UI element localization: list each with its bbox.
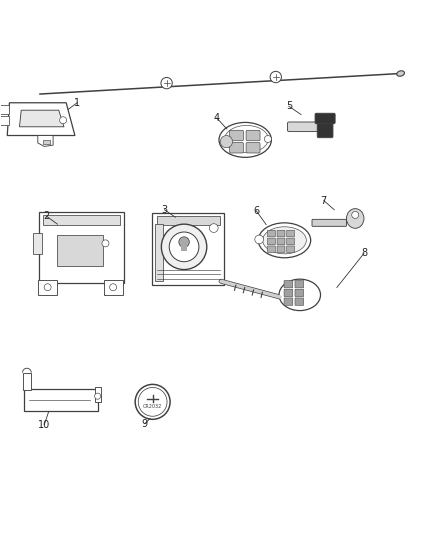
Circle shape — [179, 237, 189, 247]
FancyBboxPatch shape — [287, 230, 294, 237]
FancyBboxPatch shape — [38, 280, 57, 295]
Bar — [22, 373, 31, 390]
FancyBboxPatch shape — [317, 116, 333, 138]
FancyBboxPatch shape — [277, 238, 285, 245]
Polygon shape — [19, 110, 64, 127]
Circle shape — [169, 232, 199, 262]
FancyBboxPatch shape — [287, 238, 294, 245]
FancyBboxPatch shape — [277, 230, 285, 237]
FancyBboxPatch shape — [268, 230, 276, 237]
Ellipse shape — [397, 71, 404, 76]
Circle shape — [60, 117, 67, 124]
Ellipse shape — [225, 125, 268, 152]
Circle shape — [352, 212, 359, 219]
FancyBboxPatch shape — [24, 389, 98, 411]
FancyBboxPatch shape — [0, 106, 10, 114]
Bar — [43, 140, 50, 144]
FancyBboxPatch shape — [315, 113, 335, 124]
Text: 4: 4 — [214, 113, 220, 123]
FancyBboxPatch shape — [152, 213, 224, 285]
Bar — [155, 224, 163, 281]
Circle shape — [135, 384, 170, 419]
Text: 6: 6 — [253, 206, 259, 216]
Text: 1: 1 — [74, 98, 80, 108]
Ellipse shape — [263, 227, 306, 254]
Bar — [57, 235, 103, 266]
Circle shape — [255, 235, 264, 244]
Bar — [181, 241, 187, 251]
FancyBboxPatch shape — [268, 246, 276, 253]
Polygon shape — [38, 135, 53, 147]
Bar — [157, 216, 220, 225]
FancyBboxPatch shape — [268, 238, 276, 245]
FancyBboxPatch shape — [246, 130, 260, 141]
FancyBboxPatch shape — [0, 116, 10, 125]
FancyBboxPatch shape — [312, 220, 346, 227]
Circle shape — [270, 71, 282, 83]
Circle shape — [138, 387, 167, 416]
FancyBboxPatch shape — [295, 289, 304, 297]
Bar — [33, 233, 42, 254]
Text: 9: 9 — [142, 419, 148, 429]
FancyBboxPatch shape — [295, 298, 304, 305]
Circle shape — [102, 240, 109, 247]
FancyBboxPatch shape — [288, 122, 320, 132]
FancyBboxPatch shape — [277, 246, 285, 253]
Circle shape — [95, 393, 101, 399]
FancyBboxPatch shape — [103, 280, 123, 295]
Text: 8: 8 — [361, 248, 367, 259]
FancyBboxPatch shape — [39, 212, 124, 284]
Bar — [95, 386, 101, 402]
Text: 10: 10 — [38, 419, 50, 430]
FancyBboxPatch shape — [284, 289, 293, 297]
Text: CR2032: CR2032 — [143, 403, 162, 409]
Circle shape — [161, 224, 207, 270]
FancyBboxPatch shape — [246, 142, 260, 153]
FancyBboxPatch shape — [284, 280, 293, 288]
FancyBboxPatch shape — [295, 280, 304, 288]
Polygon shape — [7, 103, 75, 135]
Circle shape — [209, 224, 218, 232]
Circle shape — [220, 135, 233, 148]
Ellipse shape — [279, 279, 321, 311]
FancyBboxPatch shape — [284, 298, 293, 305]
Ellipse shape — [346, 208, 364, 228]
Bar — [43, 215, 120, 225]
Text: 7: 7 — [321, 196, 327, 206]
Text: 3: 3 — [161, 205, 167, 215]
Circle shape — [110, 284, 117, 290]
Ellipse shape — [258, 223, 311, 258]
FancyBboxPatch shape — [230, 130, 244, 141]
FancyBboxPatch shape — [287, 246, 294, 253]
FancyBboxPatch shape — [230, 142, 244, 153]
Circle shape — [265, 135, 272, 142]
Text: 5: 5 — [286, 101, 292, 111]
Ellipse shape — [219, 123, 272, 157]
Text: 2: 2 — [43, 211, 49, 221]
Circle shape — [44, 284, 51, 290]
Circle shape — [161, 77, 172, 89]
